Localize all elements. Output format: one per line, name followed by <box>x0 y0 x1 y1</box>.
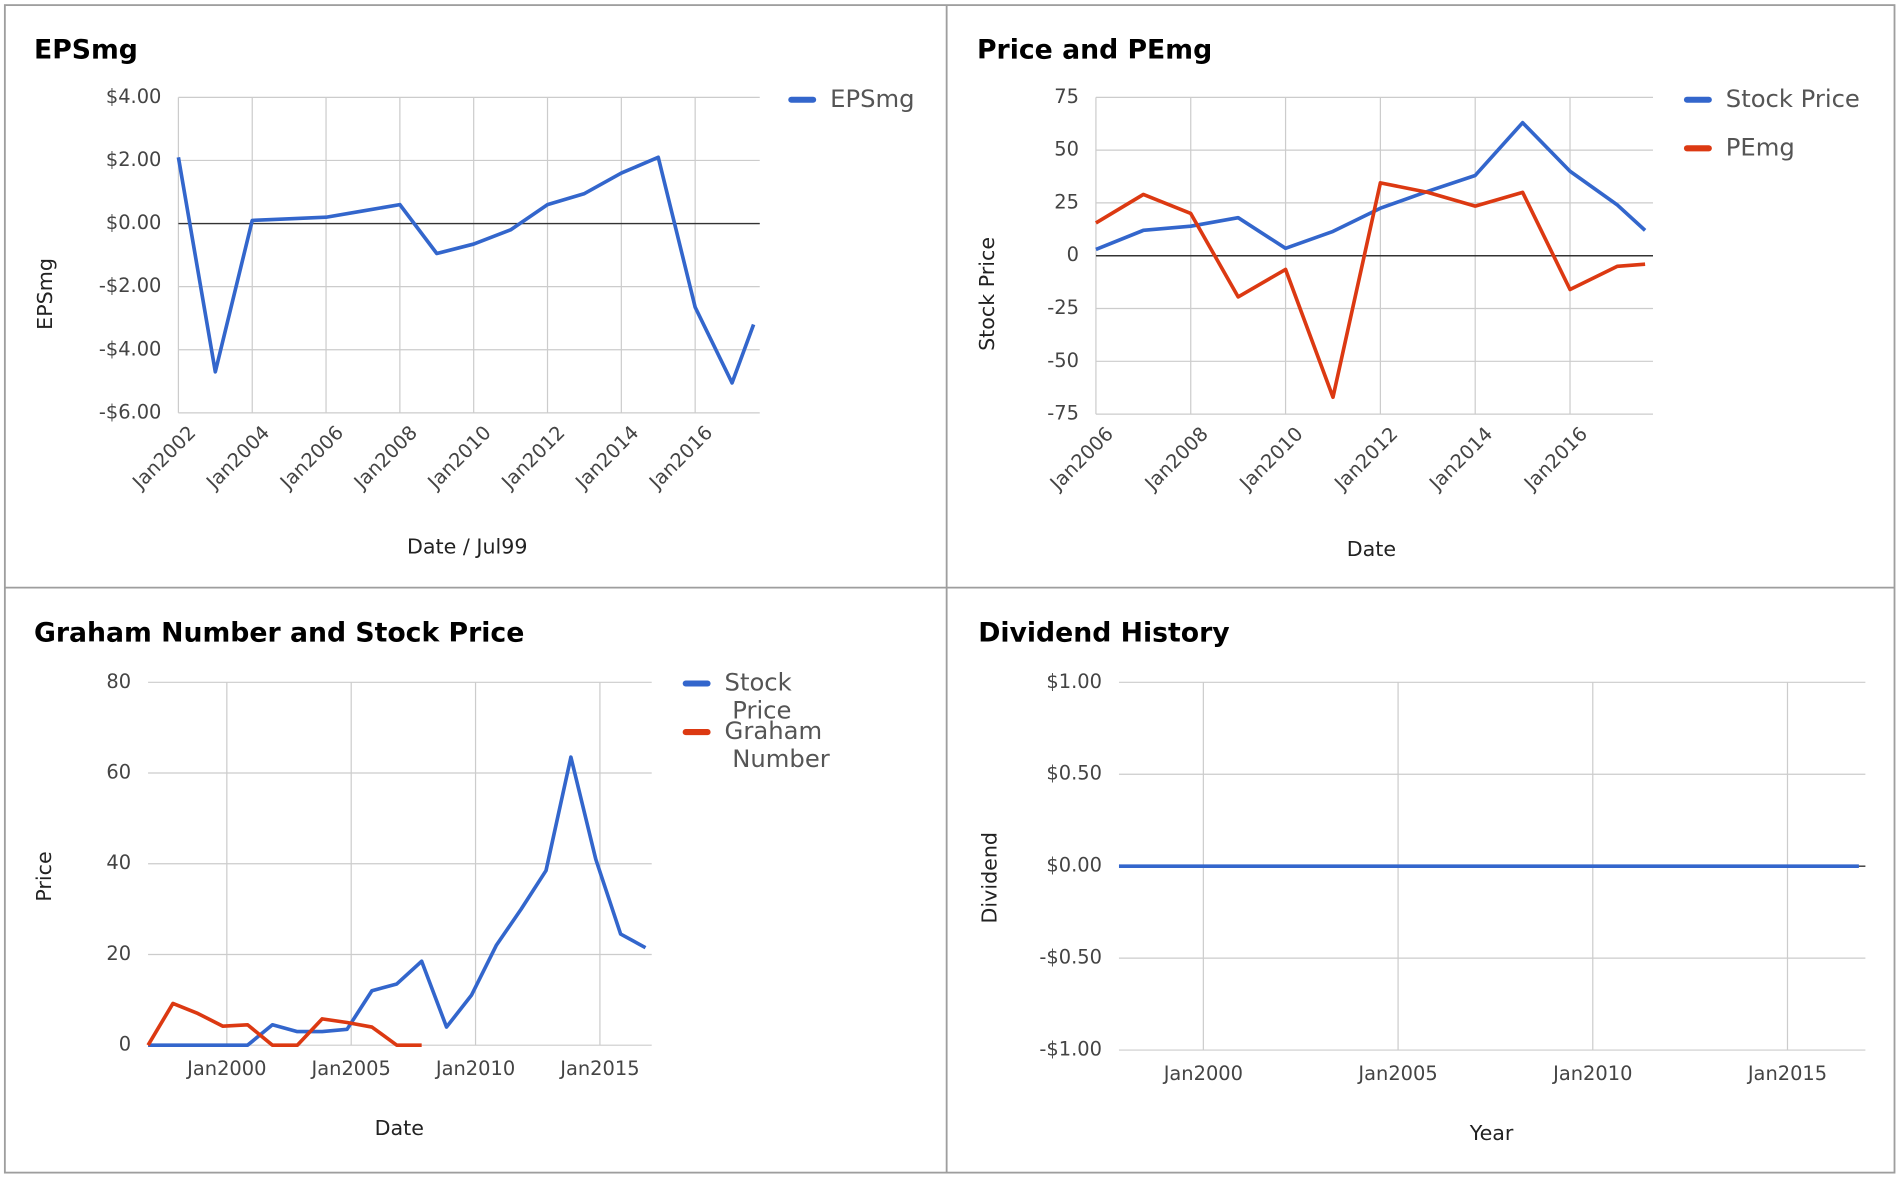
y-axis-title: Price <box>32 851 56 901</box>
y-tick-label: -75 <box>1047 402 1079 425</box>
legend-label: Graham Number <box>725 716 830 773</box>
y-tick-label: -$6.00 <box>99 400 162 423</box>
chart-title: Dividend History <box>978 617 1229 648</box>
x-axis-title: Date / Jul99 <box>407 535 528 559</box>
y-tick-label: -$0.50 <box>1039 946 1102 969</box>
y-tick-label: $1.00 <box>1046 670 1102 693</box>
legend-label: EPSmg <box>830 84 914 113</box>
legend-label-line: Graham <box>725 716 823 745</box>
x-tick-label: Jan2015 <box>1747 1062 1827 1085</box>
y-tick-label: 20 <box>106 942 131 965</box>
chart-title: Graham Number and Stock Price <box>34 617 524 648</box>
x-tick-label: Jan2005 <box>311 1057 391 1080</box>
y-tick-label: $2.00 <box>106 148 162 171</box>
x-tick-label: Jan2000 <box>186 1057 266 1080</box>
y-tick-label: 0 <box>1067 243 1079 266</box>
frame <box>3 4 1896 1174</box>
x-tick-label: Jan2015 <box>559 1057 639 1080</box>
data-line <box>1094 181 1646 400</box>
y-tick-label: 0 <box>119 1033 131 1056</box>
y-axis-title: Dividend <box>977 832 1001 923</box>
legend-label-line: Stock <box>725 668 792 697</box>
y-tick-label: 75 <box>1054 85 1079 108</box>
y-tick-label: -$2.00 <box>99 274 162 297</box>
y-tick-label: 25 <box>1054 190 1079 213</box>
y-tick-label: 40 <box>106 851 131 874</box>
chart-title: EPSmg <box>34 35 138 66</box>
y-tick-label: 80 <box>106 670 131 693</box>
legend-label: PEmg <box>1726 132 1795 161</box>
x-tick-label: Jan2000 <box>1163 1062 1243 1085</box>
data-line <box>146 1001 422 1048</box>
legend-label-line: Price <box>725 695 792 724</box>
data-line <box>1095 120 1647 252</box>
y-axis-title: EPSmg <box>33 258 57 330</box>
x-tick-label: Jan2005 <box>1357 1062 1437 1085</box>
legend-label-line: Number <box>725 744 830 773</box>
y-tick-label: -25 <box>1047 296 1079 319</box>
chart-title: Price and PEmg <box>977 35 1212 66</box>
x-tick-label: Jan2010 <box>435 1057 515 1080</box>
y-tick-label: $4.00 <box>106 85 162 108</box>
y-tick-label: $0.50 <box>1046 762 1102 785</box>
x-axis-title: Date <box>375 1116 424 1140</box>
y-tick-label: $0.00 <box>106 211 162 234</box>
legend-label: Stock Price <box>725 668 792 725</box>
y-tick-label: 60 <box>106 761 131 784</box>
y-tick-label: -50 <box>1047 349 1079 372</box>
y-tick-label: -$4.00 <box>99 337 162 360</box>
legend-label: Stock Price <box>1726 84 1860 113</box>
y-tick-label: $0.00 <box>1046 854 1102 877</box>
data-line <box>176 155 756 385</box>
y-tick-label: 50 <box>1054 138 1079 161</box>
x-axis-title: Year <box>1469 1121 1514 1145</box>
data-line <box>148 755 647 1048</box>
x-tick-label: Jan2010 <box>1552 1062 1632 1085</box>
x-axis-title: Date <box>1347 537 1396 561</box>
y-axis-title: Stock Price <box>975 237 999 351</box>
y-tick-label: -$1.00 <box>1039 1038 1102 1061</box>
